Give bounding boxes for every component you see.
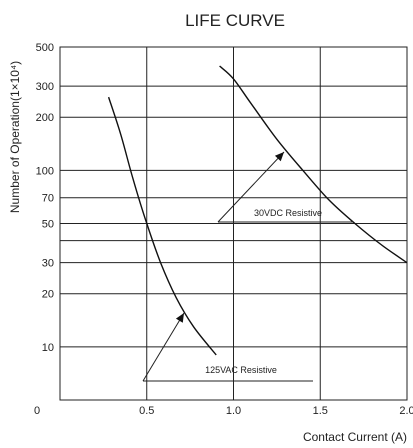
y-tick-label: 10 bbox=[42, 342, 54, 354]
series-125vac-curve bbox=[107, 96, 217, 356]
x-tick-label: 0.5 bbox=[139, 405, 154, 417]
x-tick-label: 2.0 bbox=[399, 405, 413, 417]
series-30vdc-curve bbox=[219, 65, 408, 264]
annotation-125vac-arrowhead bbox=[175, 313, 184, 323]
annotation-30vdc-leader bbox=[217, 151, 285, 223]
annotations: 125VAC Resistive 30VDC Resistive bbox=[142, 151, 353, 382]
x-tick-label: 1.0 bbox=[226, 405, 241, 417]
annotation-125vac-label: 125VAC Resistive bbox=[205, 365, 277, 375]
annotation-125vac-leader bbox=[142, 312, 185, 382]
x-tick-label: 1.5 bbox=[313, 405, 328, 417]
y-tick-label: 100 bbox=[36, 165, 54, 177]
chart-title: LIFE CURVE bbox=[185, 11, 285, 30]
y-axis-label: Number of Operation(1×10⁴) bbox=[8, 61, 22, 213]
y-tick-label: 50 bbox=[42, 219, 54, 231]
grid-lines bbox=[60, 47, 407, 400]
origin-label: 0 bbox=[34, 405, 40, 417]
annotation-30vdc-arrowhead bbox=[274, 152, 284, 162]
y-tick-label: 500 bbox=[36, 42, 54, 54]
y-tick-label: 30 bbox=[42, 258, 54, 270]
x-axis-label: Contact Current (A) bbox=[303, 430, 407, 444]
y-tick-label: 20 bbox=[42, 289, 54, 301]
series-curves bbox=[107, 65, 408, 356]
y-tick-label: 200 bbox=[36, 112, 54, 124]
plot-frame bbox=[59, 46, 408, 401]
annotation-30vdc-label: 30VDC Resistive bbox=[254, 208, 322, 218]
x-tick-labels: 0.5 1.0 1.5 2.0 0 bbox=[34, 405, 413, 417]
y-tick-labels: 10 20 30 50 70 100 200 300 500 bbox=[36, 42, 54, 354]
y-tick-label: 70 bbox=[42, 193, 54, 205]
y-tick-label: 300 bbox=[36, 81, 54, 93]
